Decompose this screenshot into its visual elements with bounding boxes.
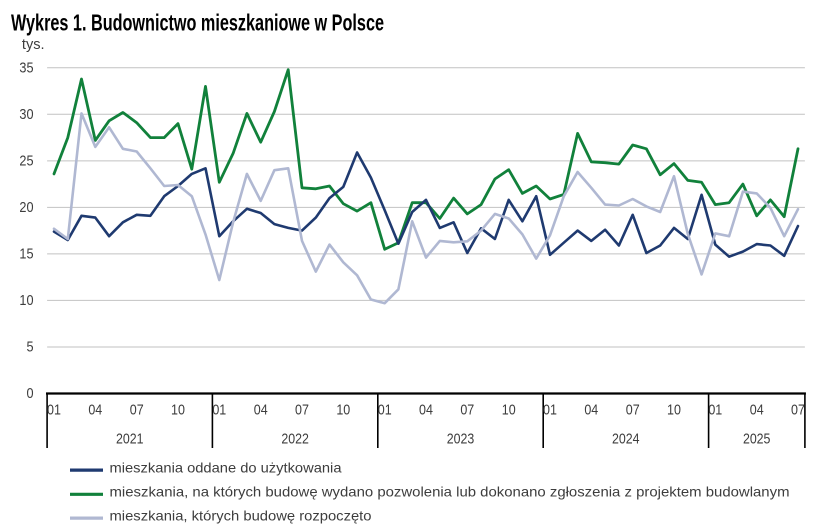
svg-text:10: 10 (171, 401, 185, 418)
svg-text:01: 01 (47, 401, 61, 418)
svg-text:0: 0 (26, 385, 33, 402)
svg-text:2023: 2023 (447, 431, 475, 448)
svg-text:07: 07 (130, 401, 144, 418)
svg-text:20: 20 (19, 199, 33, 216)
svg-text:10: 10 (19, 292, 33, 309)
svg-text:15: 15 (19, 246, 33, 263)
svg-text:07: 07 (460, 401, 474, 418)
svg-text:2024: 2024 (612, 431, 640, 448)
svg-text:01: 01 (212, 401, 226, 418)
svg-text:mieszkania, których budowę roz: mieszkania, których budowę rozpoczęto (110, 507, 372, 523)
svg-text:mieszkania, na których budowę: mieszkania, na których budowę wydano poz… (110, 484, 790, 500)
svg-text:mieszkania oddane do użytkowan: mieszkania oddane do użytkowania (110, 459, 342, 475)
svg-text:2021: 2021 (116, 431, 144, 448)
svg-text:04: 04 (419, 401, 433, 418)
svg-text:tys.: tys. (22, 36, 45, 53)
svg-text:07: 07 (626, 401, 640, 418)
svg-text:2025: 2025 (743, 431, 771, 448)
svg-text:35: 35 (19, 60, 33, 77)
svg-text:30: 30 (19, 106, 33, 123)
svg-text:Wykres 1. Budownictwo mieszkan: Wykres 1. Budownictwo mieszkaniowe w Pol… (11, 10, 384, 36)
svg-text:5: 5 (26, 339, 33, 356)
svg-text:07: 07 (295, 401, 309, 418)
svg-text:2022: 2022 (281, 431, 309, 448)
svg-text:10: 10 (336, 401, 350, 418)
svg-text:07: 07 (791, 401, 805, 418)
svg-text:10: 10 (667, 401, 681, 418)
svg-text:01: 01 (708, 401, 722, 418)
svg-text:04: 04 (254, 401, 268, 418)
svg-text:04: 04 (584, 401, 598, 418)
svg-text:04: 04 (750, 401, 764, 418)
svg-text:10: 10 (502, 401, 516, 418)
svg-text:01: 01 (378, 401, 392, 418)
svg-text:25: 25 (19, 153, 33, 170)
svg-text:04: 04 (88, 401, 102, 418)
svg-text:01: 01 (543, 401, 557, 418)
